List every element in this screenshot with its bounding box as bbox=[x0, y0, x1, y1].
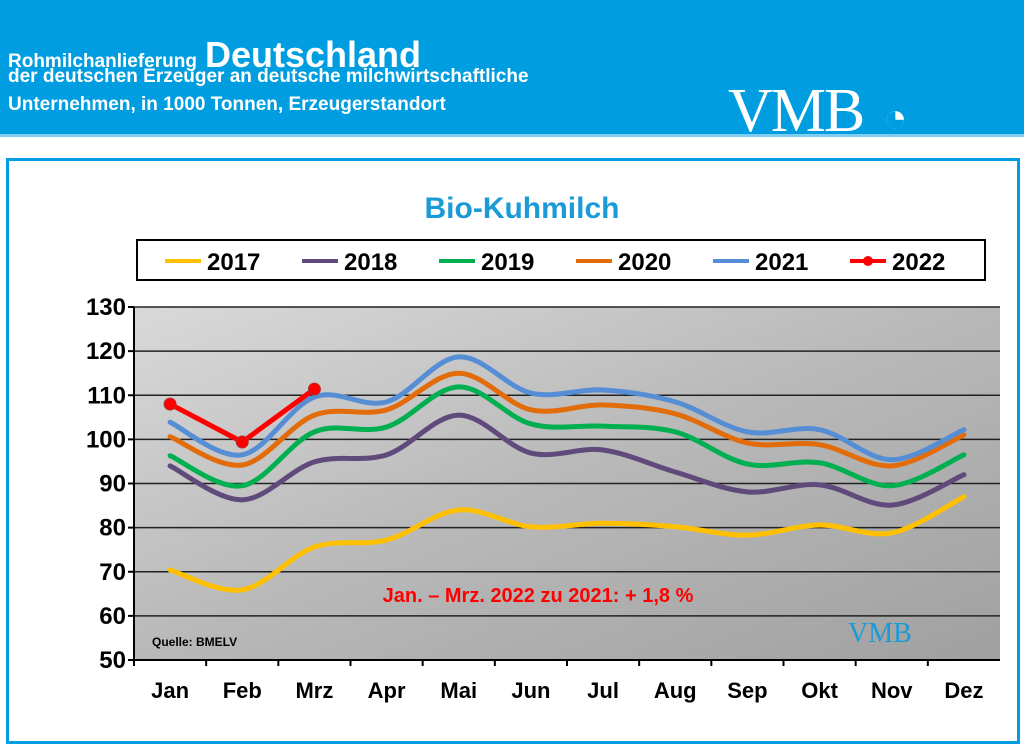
y-tick-label: 50 bbox=[99, 647, 126, 674]
annotation: Jan. – Mrz. 2022 zu 2021: + 1,8 % bbox=[383, 585, 694, 607]
legend-label-2019: 2019 bbox=[481, 249, 534, 276]
data-point-2022 bbox=[307, 382, 321, 396]
series-line-2019 bbox=[167, 384, 967, 489]
legend-label-2017: 2017 bbox=[207, 249, 260, 276]
header-subtitle-1: der deutschen Erzeuger an deutsche milch… bbox=[8, 66, 529, 87]
y-tick-label: 110 bbox=[87, 382, 126, 409]
data-point-2022 bbox=[235, 435, 249, 449]
legend-label-2021: 2021 bbox=[755, 249, 808, 276]
x-tick-label: Apr bbox=[368, 678, 406, 703]
x-tick-label: Jun bbox=[511, 678, 550, 703]
header-banner: Rohmilchanlieferung Deutschland der deuts… bbox=[0, 0, 1024, 145]
y-tick-label: 130 bbox=[86, 294, 126, 321]
header-subtitle-2: Unternehmen, in 1000 Tonnen, Erzeugersta… bbox=[8, 94, 446, 115]
chart-frame bbox=[6, 158, 1020, 744]
data-point-2022 bbox=[163, 397, 177, 411]
legend-label-2022: 2022 bbox=[892, 249, 945, 276]
x-tick-label: Sep bbox=[727, 678, 767, 703]
y-tick-label: 70 bbox=[99, 559, 126, 586]
x-tick-label: Mrz bbox=[295, 678, 333, 703]
y-tick-label: 60 bbox=[99, 603, 126, 630]
watermark-logo: VMB bbox=[848, 618, 912, 649]
y-tick-label: 100 bbox=[86, 426, 126, 453]
x-tick-label: Nov bbox=[871, 678, 913, 703]
x-tick-label: Dez bbox=[944, 678, 983, 703]
x-tick-label: Mai bbox=[440, 678, 477, 703]
legend-marker bbox=[863, 256, 873, 266]
source-label: Quelle: BMELV bbox=[152, 635, 237, 649]
header-title-prefix: Rohmilchanlieferung bbox=[8, 51, 197, 72]
series-line-2020 bbox=[167, 370, 967, 469]
y-tick-label: 120 bbox=[86, 338, 126, 365]
series-line-2018 bbox=[167, 412, 967, 508]
header-title-main: Deutschland bbox=[204, 34, 422, 75]
header-title: Rohmilchanlieferung Deutschland bbox=[8, 34, 421, 76]
series-line-2021 bbox=[167, 354, 967, 463]
legend-label-2020: 2020 bbox=[618, 249, 671, 276]
x-tick-label: Jul bbox=[587, 678, 619, 703]
series-line-2017 bbox=[167, 494, 967, 593]
x-tick-label: Feb bbox=[223, 678, 262, 703]
y-tick-label: 80 bbox=[99, 515, 126, 542]
legend-label-2018: 2018 bbox=[344, 249, 397, 276]
x-tick-label: Jan bbox=[151, 678, 189, 703]
chart-title: Bio-Kuhmilch bbox=[425, 192, 620, 225]
legend bbox=[136, 239, 986, 281]
x-tick-label: Aug bbox=[654, 678, 697, 703]
vmb-logo: VMB ◔ bbox=[728, 77, 907, 145]
x-tick-label: Okt bbox=[801, 678, 838, 703]
y-tick-label: 90 bbox=[99, 471, 126, 498]
